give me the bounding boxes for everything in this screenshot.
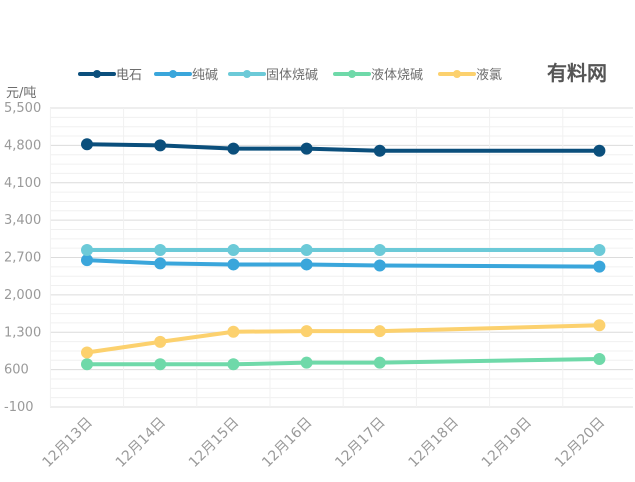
legend-item[interactable]: 液体烧碱 bbox=[333, 68, 423, 83]
x-tick-label: 12月17日 bbox=[332, 415, 388, 471]
data-point[interactable] bbox=[227, 325, 240, 338]
watermark-logo: 有料网 bbox=[547, 61, 607, 85]
y-tick-label: -100 bbox=[4, 400, 34, 415]
legend-swatch-dot bbox=[453, 70, 461, 78]
x-tick-label: 12月14日 bbox=[113, 415, 169, 471]
legend-swatch-dot bbox=[169, 70, 177, 78]
data-point[interactable] bbox=[154, 257, 167, 270]
data-point[interactable] bbox=[373, 356, 386, 369]
legend-item[interactable]: 液氯 bbox=[438, 68, 502, 83]
series-2 bbox=[81, 254, 606, 273]
data-point[interactable] bbox=[373, 259, 386, 272]
y-tick-label: 5,500 bbox=[4, 101, 41, 116]
data-point[interactable] bbox=[227, 244, 240, 257]
legend-label: 液体烧碱 bbox=[371, 68, 423, 83]
series-4 bbox=[81, 352, 606, 371]
data-point[interactable] bbox=[593, 352, 606, 365]
series-3 bbox=[81, 244, 606, 257]
legend-swatch-dot bbox=[348, 70, 356, 78]
legend-swatch-dot bbox=[93, 70, 101, 78]
data-point[interactable] bbox=[593, 260, 606, 273]
x-tick-label: 12月13日 bbox=[40, 415, 96, 471]
data-point[interactable] bbox=[593, 319, 606, 332]
y-tick-label: 1,300 bbox=[4, 325, 41, 340]
data-point[interactable] bbox=[81, 244, 93, 257]
y-tick-label: 2,700 bbox=[4, 251, 41, 266]
data-point[interactable] bbox=[300, 258, 313, 271]
x-tick-label: 12月18日 bbox=[406, 415, 462, 471]
series-1 bbox=[81, 138, 606, 157]
data-point[interactable] bbox=[593, 144, 606, 157]
series-5 bbox=[81, 319, 606, 359]
x-tick-label: 12月19日 bbox=[479, 415, 535, 471]
data-point[interactable] bbox=[154, 139, 167, 152]
data-point[interactable] bbox=[373, 144, 386, 157]
data-point[interactable] bbox=[300, 142, 313, 155]
data-point[interactable] bbox=[227, 358, 240, 371]
legend-label: 液氯 bbox=[476, 68, 502, 83]
data-point[interactable] bbox=[154, 244, 167, 257]
legend-label: 电石 bbox=[116, 68, 142, 83]
series-group bbox=[81, 138, 606, 371]
y-tick-label: 4,800 bbox=[4, 138, 41, 153]
legend: 电石 纯碱 固体烧碱 液体烧碱 液氯 bbox=[78, 68, 502, 83]
x-tick-label: 12月16日 bbox=[259, 415, 315, 471]
series-line bbox=[85, 142, 602, 153]
x-tick-label: 12月15日 bbox=[186, 415, 242, 471]
data-point[interactable] bbox=[81, 254, 93, 267]
legend-label: 固体烧碱 bbox=[266, 68, 318, 83]
data-point[interactable] bbox=[81, 138, 93, 151]
data-point[interactable] bbox=[154, 358, 167, 371]
x-tick-label: 12月20日 bbox=[552, 415, 608, 471]
data-point[interactable] bbox=[300, 244, 313, 257]
y-tick-label: 3,400 bbox=[4, 213, 41, 228]
legend-item[interactable]: 电石 bbox=[78, 68, 142, 83]
data-point[interactable] bbox=[300, 356, 313, 369]
y-tick-label: 600 bbox=[4, 363, 29, 378]
series-line bbox=[85, 258, 602, 269]
series-line bbox=[85, 323, 602, 355]
grid bbox=[49, 107, 633, 408]
legend-swatch-dot bbox=[243, 70, 251, 78]
data-point[interactable] bbox=[373, 325, 386, 338]
legend-item[interactable]: 纯碱 bbox=[154, 68, 218, 83]
y-tick-label: 4,100 bbox=[4, 176, 41, 191]
data-point[interactable] bbox=[154, 335, 167, 348]
legend-item[interactable]: 固体烧碱 bbox=[228, 68, 318, 83]
data-point[interactable] bbox=[300, 325, 313, 338]
y-axis-unit-label: 元/吨 bbox=[6, 86, 36, 101]
series-line bbox=[85, 356, 602, 367]
data-point[interactable] bbox=[81, 346, 93, 359]
legend-label: 纯碱 bbox=[192, 68, 218, 83]
data-point[interactable] bbox=[227, 142, 240, 155]
y-tick-label: 2,000 bbox=[4, 288, 41, 303]
data-point[interactable] bbox=[373, 244, 386, 257]
data-point[interactable] bbox=[593, 244, 606, 257]
data-point[interactable] bbox=[227, 258, 240, 271]
data-point[interactable] bbox=[81, 358, 93, 371]
